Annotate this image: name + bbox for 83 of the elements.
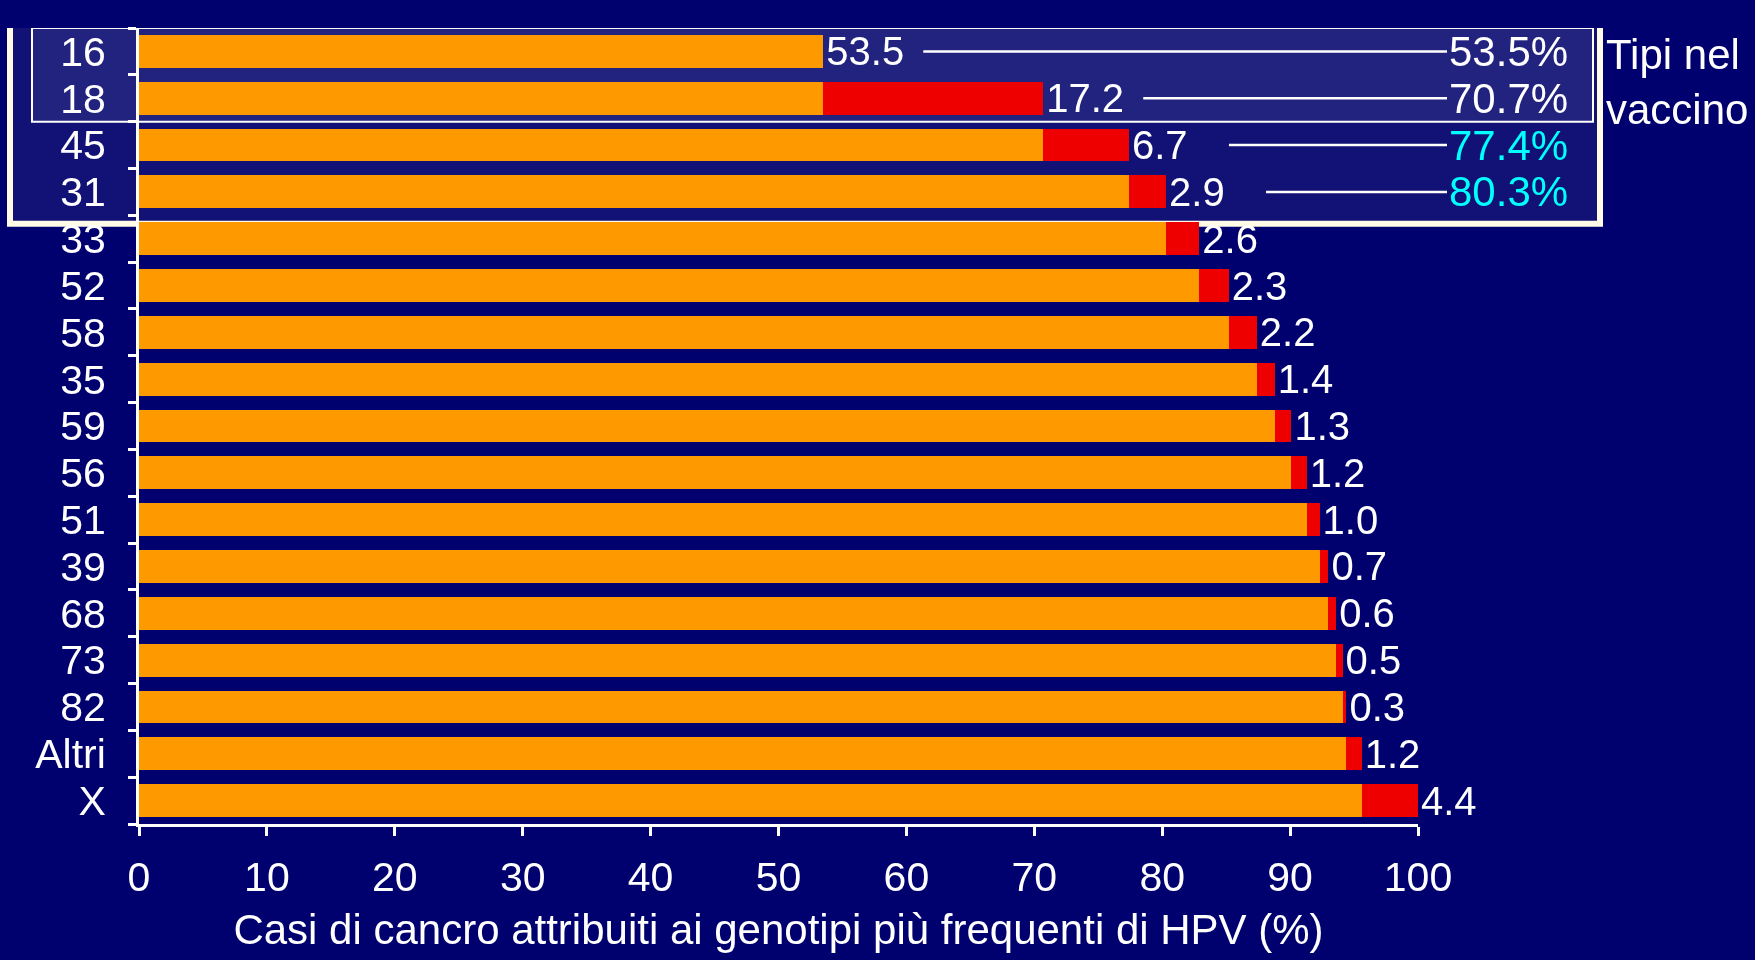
x-tick-label: 80: [1139, 854, 1185, 901]
data-label: 17.2: [1046, 76, 1125, 121]
bar: [1306, 503, 1320, 537]
bar: [139, 315, 1229, 349]
bar: [1328, 596, 1337, 630]
data-label: 0.7: [1331, 544, 1388, 589]
x-tick-label: 50: [755, 854, 802, 901]
bar: [139, 690, 1343, 724]
bar: [139, 503, 1307, 537]
x-axis-title: Casi di cancro attribuiti ai genotipi più frequenti di HPV (%): [233, 906, 1324, 954]
x-tick-label: 100: [1383, 854, 1453, 901]
y-tick-label: 82: [60, 684, 106, 731]
y-tick-label: X: [78, 777, 106, 824]
data-label: 1.0: [1322, 497, 1379, 542]
bar: [823, 81, 1044, 115]
bar: [139, 222, 1167, 256]
x-tick-label: 60: [883, 854, 930, 901]
data-label: 0.5: [1345, 638, 1402, 683]
data-label: 1.2: [1364, 731, 1421, 776]
bar: [1291, 456, 1307, 490]
data-label: 0.3: [1349, 684, 1405, 729]
data-label: 2.6: [1202, 216, 1258, 261]
data-label: 2.3: [1231, 263, 1288, 308]
bar: [139, 128, 1044, 162]
data-label: 1.2: [1309, 450, 1366, 495]
y-tick-label: 45: [60, 122, 106, 169]
bar: [1319, 550, 1329, 583]
bar: [139, 737, 1347, 771]
bar: [139, 784, 1362, 817]
bar: [1274, 409, 1292, 443]
data-label: 1.4: [1277, 357, 1334, 402]
data-label: 53.5: [826, 29, 905, 74]
y-tick-label: 59: [60, 403, 106, 450]
y-tick-label: 58: [60, 309, 106, 356]
data-label: 6.7: [1131, 123, 1188, 168]
y-tick-label: 39: [60, 543, 106, 590]
bar: [1166, 222, 1200, 256]
bar: [139, 35, 824, 68]
bar: [1361, 784, 1418, 817]
data-label: 0.6: [1339, 591, 1395, 636]
x-tick-label: 0: [127, 854, 151, 901]
bar: [1199, 269, 1229, 302]
data-label: 2.9: [1169, 169, 1225, 214]
y-tick-label: 33: [60, 216, 106, 263]
data-label: 4.4: [1421, 778, 1477, 823]
bar: [1336, 643, 1343, 677]
x-tick-label: 20: [372, 854, 418, 901]
x-tick-label: 40: [627, 854, 674, 901]
bar: [1256, 362, 1275, 396]
y-tick-label: Altri: [35, 731, 106, 778]
annotation: 70.7%: [1449, 75, 1569, 122]
bar: [139, 409, 1275, 443]
annotation: 53.5%: [1449, 28, 1569, 75]
bar: [1128, 175, 1167, 209]
x-tick-label: 70: [1011, 854, 1058, 901]
y-tick-label: 16: [60, 28, 106, 75]
annotation: 80.3%: [1449, 168, 1569, 215]
data-label: 2.2: [1259, 310, 1316, 355]
y-tick-label: 56: [60, 450, 106, 497]
data-label: 1.3: [1294, 404, 1350, 448]
y-tick-label: 18: [60, 75, 106, 122]
bar: [139, 175, 1129, 209]
bar: [139, 269, 1200, 302]
bar: [139, 550, 1320, 583]
bar: [139, 643, 1337, 677]
bar: [139, 81, 824, 115]
y-tick-label: 31: [60, 169, 106, 216]
y-tick-label: 51: [60, 497, 106, 543]
bar: [139, 596, 1329, 630]
y-tick-label: 35: [60, 356, 106, 403]
bar: [139, 456, 1292, 490]
bar: [1228, 315, 1257, 349]
x-tick-label: 10: [244, 854, 290, 901]
annotation: 77.4%: [1449, 122, 1569, 169]
x-tick-label: 90: [1267, 854, 1313, 901]
y-tick-label: 73: [60, 637, 106, 684]
bar: [1043, 128, 1129, 162]
bar: [139, 362, 1257, 396]
bar: [1346, 737, 1362, 771]
y-tick-label: 68: [60, 590, 106, 637]
x-tick-label: 30: [499, 854, 546, 901]
y-tick-label: 52: [60, 262, 106, 309]
band-label: Tipi nel vaccino: [1606, 31, 1749, 133]
